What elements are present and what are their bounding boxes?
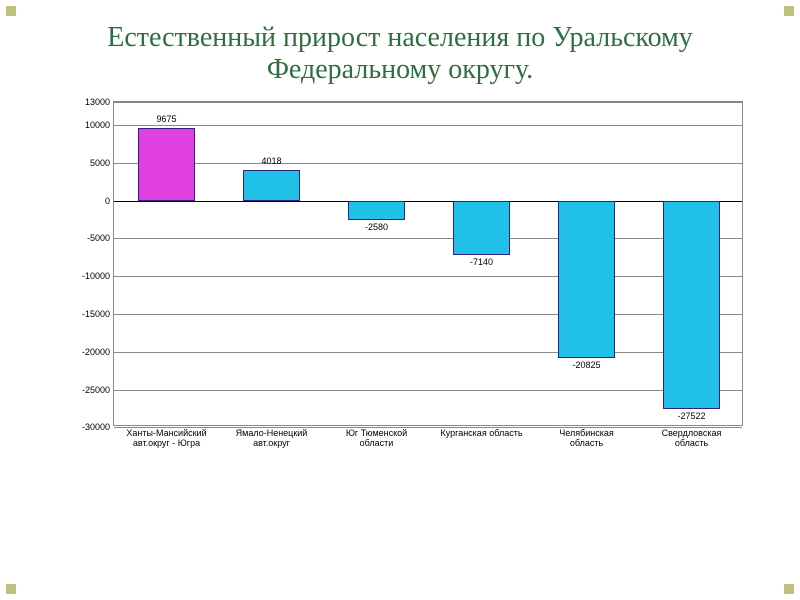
bar-value-label: -27522 [677,411,705,421]
y-tick-label: 5000 [90,158,114,168]
y-tick-label: -5000 [87,233,114,243]
bar [663,201,721,409]
y-tick-label: 10000 [85,120,114,130]
bar [348,201,406,221]
plot-area: 130001000050000-5000-10000-15000-20000-2… [113,101,743,426]
x-category-label: Челябинская область [542,425,632,449]
chart-frame: 13000 10000 5000 0 -5000 -10000 -15000 -20000 -2… [58,96,758,501]
gridline [114,163,742,164]
slide: Естественный прирост населения по Уральс… [0,0,800,600]
gridline [114,390,742,391]
corner-decoration [6,6,16,16]
bar-value-label: -20825 [572,360,600,370]
gridline [114,314,742,315]
x-category-label: Ямало-Ненецкий авт.округ [227,425,317,449]
y-tick-label: -30000 [82,422,114,432]
y-tick-label: -20000 [82,347,114,357]
slide-title: Естественный прирост населения по Уральс… [38,22,762,86]
bar [453,201,511,255]
corner-decoration [6,584,16,594]
gridline [114,238,742,239]
x-category-label: Ханты-Мансийский авт.округ - Югра [122,425,212,449]
gridline [114,201,742,202]
bar-value-label: -7140 [470,257,493,267]
bar-value-label: 4018 [261,156,281,166]
y-tick-label: -15000 [82,309,114,319]
corner-decoration [784,6,794,16]
x-category-label: Курганская область [437,425,527,439]
bar [243,170,301,200]
bar [138,128,196,201]
y-tick-label: -25000 [82,385,114,395]
bar-value-label: 9675 [156,114,176,124]
y-tick-label: 0 [105,196,114,206]
bar-value-label: -2580 [365,222,388,232]
gridline [114,125,742,126]
x-category-label: Свердловская область [647,425,737,449]
y-tick-label: -10000 [82,271,114,281]
gridline [114,352,742,353]
gridline [114,102,742,103]
gridline [114,276,742,277]
y-tick-label: 13000 [85,97,114,107]
bar [558,201,616,358]
x-category-label: Юг Тюменской области [332,425,422,449]
corner-decoration [784,584,794,594]
